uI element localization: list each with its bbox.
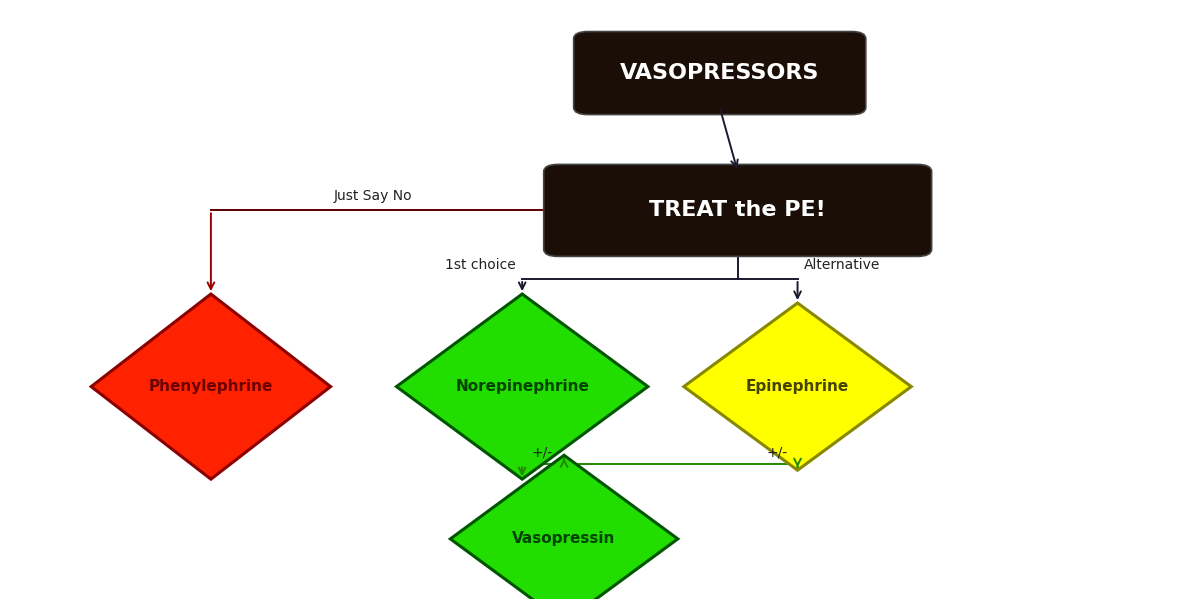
Text: Just Say No: Just Say No xyxy=(334,189,412,203)
Text: Phenylephrine: Phenylephrine xyxy=(149,379,274,394)
FancyBboxPatch shape xyxy=(544,164,931,256)
Text: +/-: +/- xyxy=(767,445,788,460)
Text: Epinephrine: Epinephrine xyxy=(746,379,850,394)
Text: TREAT the PE!: TREAT the PE! xyxy=(649,200,826,220)
Text: +/-: +/- xyxy=(532,445,553,460)
Polygon shape xyxy=(684,303,911,470)
Text: Norepinephrine: Norepinephrine xyxy=(455,379,589,394)
Text: VASOPRESSORS: VASOPRESSORS xyxy=(620,63,820,83)
Text: Alternative: Alternative xyxy=(804,258,880,272)
FancyBboxPatch shape xyxy=(574,32,865,115)
Polygon shape xyxy=(450,455,678,600)
Text: Vasopressin: Vasopressin xyxy=(512,532,616,547)
Polygon shape xyxy=(396,294,648,479)
Text: 1st choice: 1st choice xyxy=(445,258,516,272)
Polygon shape xyxy=(91,294,331,479)
